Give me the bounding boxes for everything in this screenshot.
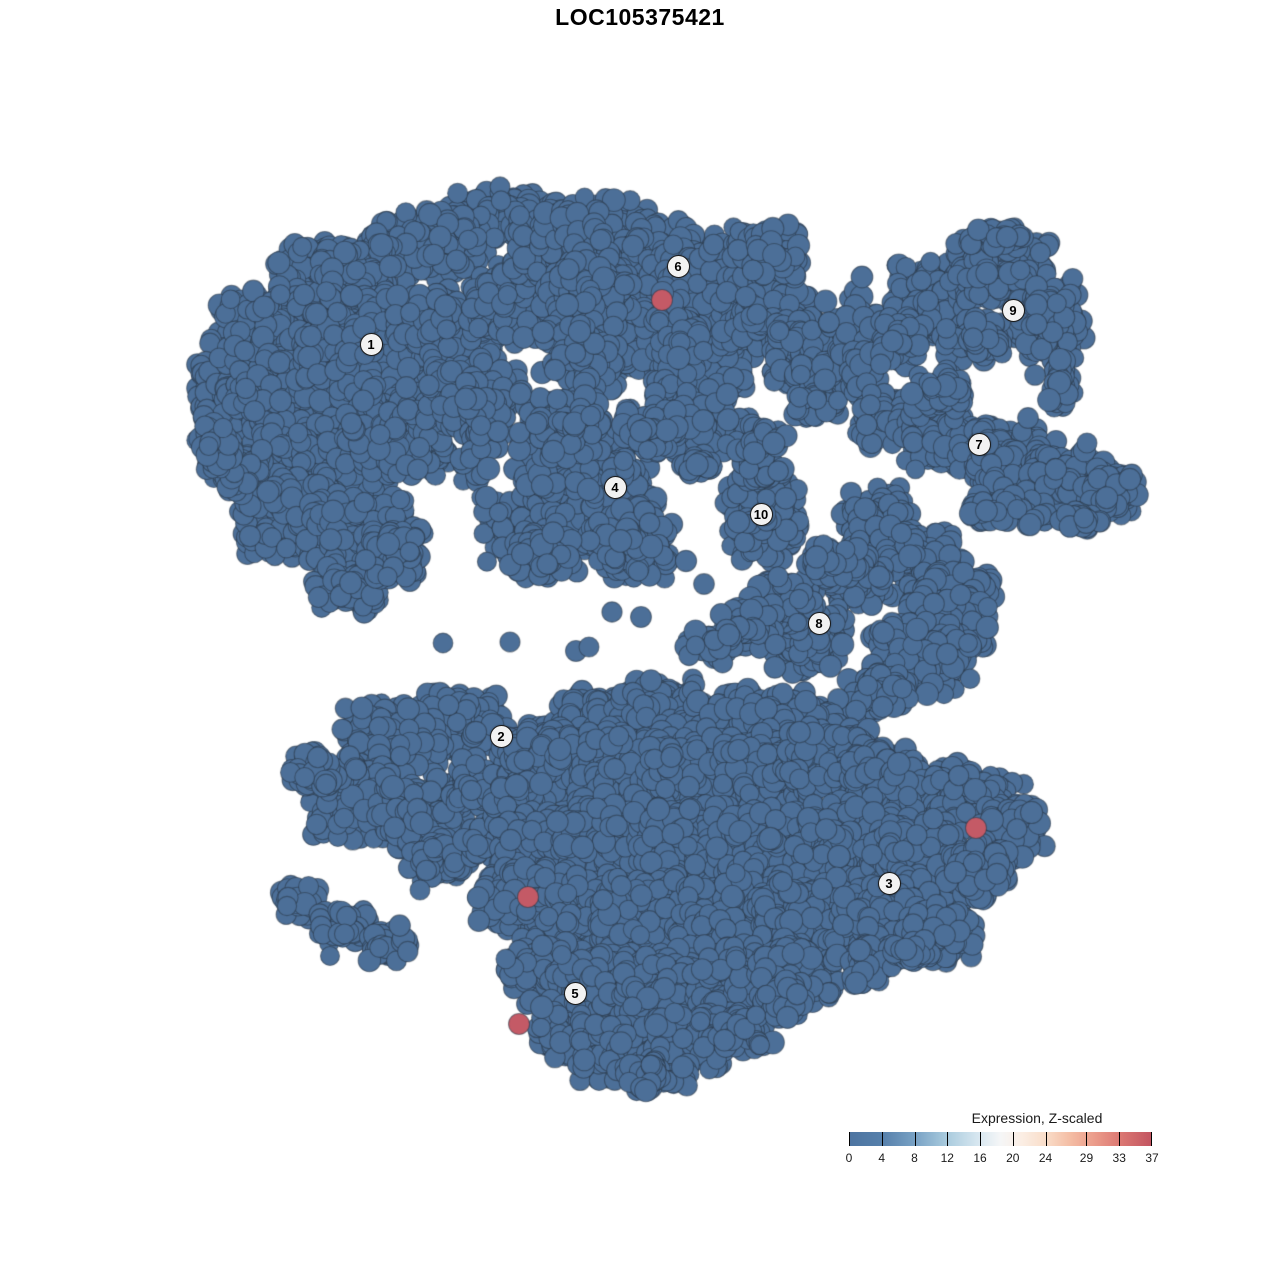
cluster-label-8: 8 bbox=[807, 611, 831, 635]
colorbar-tick bbox=[881, 1132, 883, 1146]
cluster-label-3: 3 bbox=[877, 871, 901, 895]
page-title: LOC105375421 bbox=[555, 4, 725, 30]
cluster-label-1: 1 bbox=[359, 332, 383, 356]
colorbar-tick-label: 12 bbox=[940, 1151, 954, 1165]
legend-title: Expression, Z-scaled bbox=[971, 1110, 1103, 1126]
colorbar-tick bbox=[914, 1132, 916, 1146]
colorbar-tick-label: 29 bbox=[1079, 1151, 1094, 1165]
colorbar-tick bbox=[947, 1132, 949, 1146]
colorbar-tick-label: 0 bbox=[845, 1151, 853, 1165]
cluster-label-2: 2 bbox=[489, 724, 513, 748]
colorbar-tick-label: 4 bbox=[878, 1151, 886, 1165]
cluster-label-9: 9 bbox=[1001, 298, 1025, 322]
colorbar-tick bbox=[1012, 1132, 1014, 1146]
colorbar-tick-label: 8 bbox=[911, 1151, 918, 1165]
cluster-label-4: 4 bbox=[603, 475, 627, 499]
colorbar-tick bbox=[849, 1132, 850, 1146]
colorbar-tick-label: 20 bbox=[1006, 1151, 1020, 1165]
cluster-label-10: 10 bbox=[749, 502, 773, 526]
colorbar-tick-label: 33 bbox=[1112, 1151, 1126, 1165]
colorbar-tick-label: 24 bbox=[1038, 1151, 1053, 1165]
colorbar-tick bbox=[980, 1132, 982, 1146]
colorbar-tick bbox=[1086, 1132, 1088, 1146]
cluster-label-6: 6 bbox=[666, 254, 690, 278]
colorbar-tick bbox=[1151, 1132, 1152, 1146]
colorbar-tick-label: 16 bbox=[973, 1151, 987, 1165]
colorbar-tick bbox=[1119, 1132, 1121, 1146]
colorbar-tick bbox=[1045, 1132, 1047, 1146]
cluster-label-7: 7 bbox=[967, 432, 991, 456]
colorbar bbox=[849, 1132, 1152, 1146]
cluster-label-5: 5 bbox=[563, 981, 587, 1005]
colorbar-tick-label: 37 bbox=[1145, 1151, 1159, 1165]
